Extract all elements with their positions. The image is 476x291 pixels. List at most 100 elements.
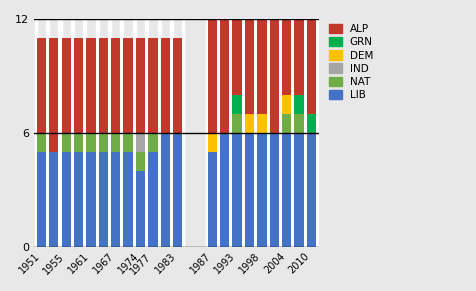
Bar bbox=[48, 19, 49, 246]
Bar bbox=[122, 19, 123, 246]
Bar bbox=[86, 152, 95, 246]
Bar bbox=[169, 19, 171, 246]
Bar bbox=[136, 38, 145, 133]
Bar bbox=[160, 133, 169, 246]
Bar bbox=[157, 19, 159, 246]
Bar bbox=[281, 19, 291, 95]
Bar bbox=[241, 19, 243, 246]
Bar bbox=[268, 19, 269, 246]
Bar bbox=[136, 152, 145, 171]
Bar bbox=[108, 19, 109, 246]
Legend: ALP, GRN, DEM, IND, NAT, LIB: ALP, GRN, DEM, IND, NAT, LIB bbox=[326, 22, 375, 102]
Bar bbox=[281, 95, 291, 114]
Bar bbox=[145, 19, 147, 246]
Bar bbox=[257, 114, 266, 133]
Bar bbox=[123, 38, 132, 133]
Bar bbox=[147, 19, 148, 246]
Bar bbox=[37, 133, 46, 152]
Bar bbox=[134, 19, 136, 246]
Bar bbox=[306, 133, 316, 246]
Bar bbox=[173, 133, 182, 246]
Bar bbox=[182, 19, 183, 246]
Bar bbox=[74, 133, 83, 152]
Bar bbox=[266, 19, 268, 246]
Bar bbox=[278, 19, 280, 246]
Bar bbox=[207, 133, 217, 152]
Bar bbox=[61, 152, 70, 246]
Bar bbox=[95, 19, 97, 246]
Bar bbox=[173, 38, 182, 133]
Bar bbox=[111, 38, 120, 133]
Bar bbox=[49, 152, 59, 246]
Bar bbox=[37, 152, 46, 246]
Bar bbox=[136, 133, 145, 152]
Bar bbox=[171, 19, 173, 246]
Bar bbox=[305, 19, 306, 246]
Bar bbox=[97, 19, 99, 246]
Bar bbox=[232, 19, 241, 95]
Bar bbox=[148, 152, 157, 246]
Bar bbox=[148, 133, 157, 152]
Bar bbox=[160, 38, 169, 133]
Bar bbox=[99, 152, 108, 246]
Bar bbox=[99, 133, 108, 152]
Bar bbox=[280, 19, 281, 246]
Bar bbox=[306, 19, 316, 114]
Bar bbox=[70, 19, 72, 246]
Bar bbox=[257, 133, 266, 246]
Bar bbox=[294, 19, 303, 95]
Bar bbox=[316, 19, 317, 246]
Bar bbox=[132, 19, 134, 246]
Bar bbox=[232, 95, 241, 114]
Bar bbox=[86, 38, 95, 133]
Bar bbox=[269, 19, 278, 133]
Bar bbox=[109, 19, 111, 246]
Bar bbox=[306, 114, 316, 133]
Bar bbox=[232, 133, 241, 246]
Bar bbox=[218, 19, 219, 246]
Bar bbox=[294, 95, 303, 114]
Bar bbox=[217, 19, 218, 246]
Bar bbox=[206, 19, 207, 246]
Bar bbox=[292, 19, 294, 246]
Bar bbox=[207, 19, 217, 133]
Bar bbox=[269, 133, 278, 246]
Bar bbox=[111, 152, 120, 246]
Bar bbox=[83, 19, 85, 246]
Bar bbox=[123, 152, 132, 246]
Bar bbox=[72, 19, 74, 246]
Bar bbox=[244, 19, 254, 114]
Bar bbox=[86, 133, 95, 152]
Bar bbox=[294, 133, 303, 246]
Bar bbox=[159, 19, 160, 246]
Bar bbox=[148, 38, 157, 133]
Bar bbox=[136, 171, 145, 246]
Bar bbox=[229, 19, 230, 246]
Bar bbox=[74, 38, 83, 133]
Bar bbox=[257, 19, 266, 114]
Bar bbox=[60, 19, 61, 246]
Bar bbox=[243, 19, 244, 246]
Bar bbox=[230, 19, 232, 246]
Bar bbox=[294, 114, 303, 133]
Bar bbox=[244, 114, 254, 133]
Bar bbox=[85, 19, 86, 246]
Bar bbox=[74, 152, 83, 246]
Bar bbox=[49, 38, 59, 152]
Bar bbox=[59, 19, 60, 246]
Bar bbox=[35, 19, 37, 246]
Bar bbox=[244, 133, 254, 246]
Bar bbox=[111, 133, 120, 152]
Bar bbox=[61, 38, 70, 133]
Bar bbox=[46, 19, 48, 246]
Bar bbox=[61, 133, 70, 152]
Bar bbox=[281, 114, 291, 133]
Bar bbox=[219, 19, 229, 133]
Bar bbox=[99, 38, 108, 133]
Bar bbox=[291, 19, 292, 246]
Bar bbox=[255, 19, 257, 246]
Bar bbox=[120, 19, 122, 246]
Bar bbox=[303, 19, 305, 246]
Bar bbox=[281, 133, 291, 246]
Bar bbox=[123, 133, 132, 152]
